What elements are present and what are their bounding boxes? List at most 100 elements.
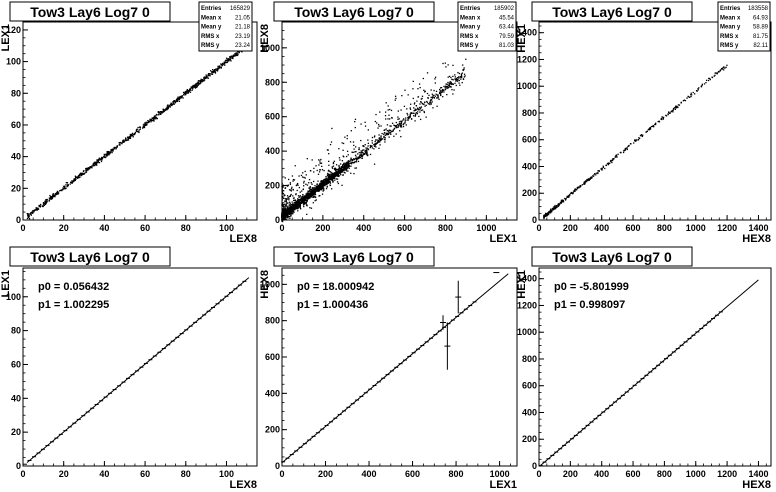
data-point: [283, 206, 285, 209]
data-point: [389, 132, 391, 134]
data-point: [338, 167, 341, 169]
data-point: [286, 214, 288, 217]
data-point: [281, 203, 283, 206]
data-point: [112, 150, 114, 152]
data-point: [323, 180, 325, 182]
data-point: [386, 124, 389, 126]
data-point: [164, 108, 166, 111]
data-point: [342, 165, 344, 167]
data-point: [299, 191, 301, 193]
data-point: [162, 111, 165, 113]
data-point: [359, 156, 362, 159]
data-point: [311, 192, 314, 194]
data-point: [418, 83, 421, 85]
data-point: [319, 160, 321, 162]
data-point: [328, 175, 331, 177]
data-point: [455, 78, 458, 81]
data-point: [627, 145, 629, 148]
data-point: [601, 169, 603, 171]
data-point: [367, 139, 369, 141]
data-point: [652, 125, 655, 128]
data-point: [309, 207, 311, 209]
data-point: [165, 108, 167, 111]
chart-title: Tow3 Lay6 Log7 0: [30, 249, 150, 265]
data-point: [326, 149, 329, 151]
data-point: [373, 163, 376, 165]
data-point: [328, 178, 330, 181]
data-point: [410, 112, 413, 115]
data-point: [203, 79, 206, 81]
data-point: [365, 147, 367, 149]
data-point: [374, 135, 376, 137]
data-point: [162, 108, 164, 110]
x-axis-label: LEX1: [489, 479, 517, 491]
data-point: [445, 83, 447, 85]
y-tick-label: 1000: [260, 43, 280, 53]
data-point: [332, 173, 334, 175]
data-point: [367, 148, 369, 150]
data-point: [320, 188, 323, 190]
data-point: [444, 85, 447, 87]
data-point: [412, 112, 414, 114]
data-point: [652, 124, 654, 127]
data-point: [291, 203, 294, 205]
data-point: [296, 207, 299, 209]
data-point: [139, 126, 141, 128]
data-point: [281, 214, 284, 217]
data-point: [390, 133, 392, 135]
data-point: [404, 119, 406, 121]
data-point: [226, 61, 229, 63]
data-point: [698, 87, 700, 89]
data-point: [597, 170, 599, 172]
data-point: [423, 89, 425, 91]
data-point: [338, 164, 340, 167]
data-point: [336, 175, 339, 177]
data-point: [377, 127, 379, 129]
data-point: [287, 196, 289, 199]
data-point: [321, 186, 324, 189]
data-point: [690, 94, 692, 96]
data-point: [437, 94, 439, 96]
x-tick-label: 600: [626, 223, 641, 233]
data-point: [100, 158, 102, 160]
data-point: [202, 79, 205, 82]
data-point: [460, 75, 463, 77]
data-point: [400, 122, 402, 124]
data-point: [108, 153, 110, 155]
data-point: [314, 193, 317, 196]
data-point: [208, 73, 210, 75]
data-point: [442, 89, 444, 92]
data-point: [326, 181, 329, 184]
data-point: [39, 205, 41, 207]
data-point: [92, 164, 95, 166]
x-tick-label: 800: [438, 223, 453, 233]
data-point: [709, 77, 711, 80]
data-point: [96, 162, 98, 165]
data-point: [332, 174, 334, 176]
data-point: [426, 72, 429, 74]
data-point: [156, 117, 158, 120]
data-point: [306, 158, 308, 160]
data-point: [645, 131, 647, 133]
data-point: [410, 103, 412, 105]
data-point: [609, 162, 611, 164]
y-tick-label: 200: [522, 188, 537, 198]
data-point: [286, 209, 289, 211]
data-point: [317, 180, 319, 182]
data-point: [463, 68, 465, 71]
data-point: [389, 118, 391, 120]
data-point: [387, 132, 389, 135]
data-point: [379, 141, 381, 143]
data-point: [413, 110, 415, 112]
data-point: [198, 82, 200, 84]
data-point: [53, 194, 55, 196]
data-point: [65, 182, 68, 184]
data-point: [290, 215, 292, 217]
stat-label: RMS y: [460, 43, 479, 49]
data-point: [301, 190, 303, 192]
data-point: [626, 148, 628, 151]
fit-line: [539, 279, 759, 467]
data-point: [321, 180, 324, 182]
data-point: [371, 142, 374, 144]
data-point: [366, 149, 368, 151]
